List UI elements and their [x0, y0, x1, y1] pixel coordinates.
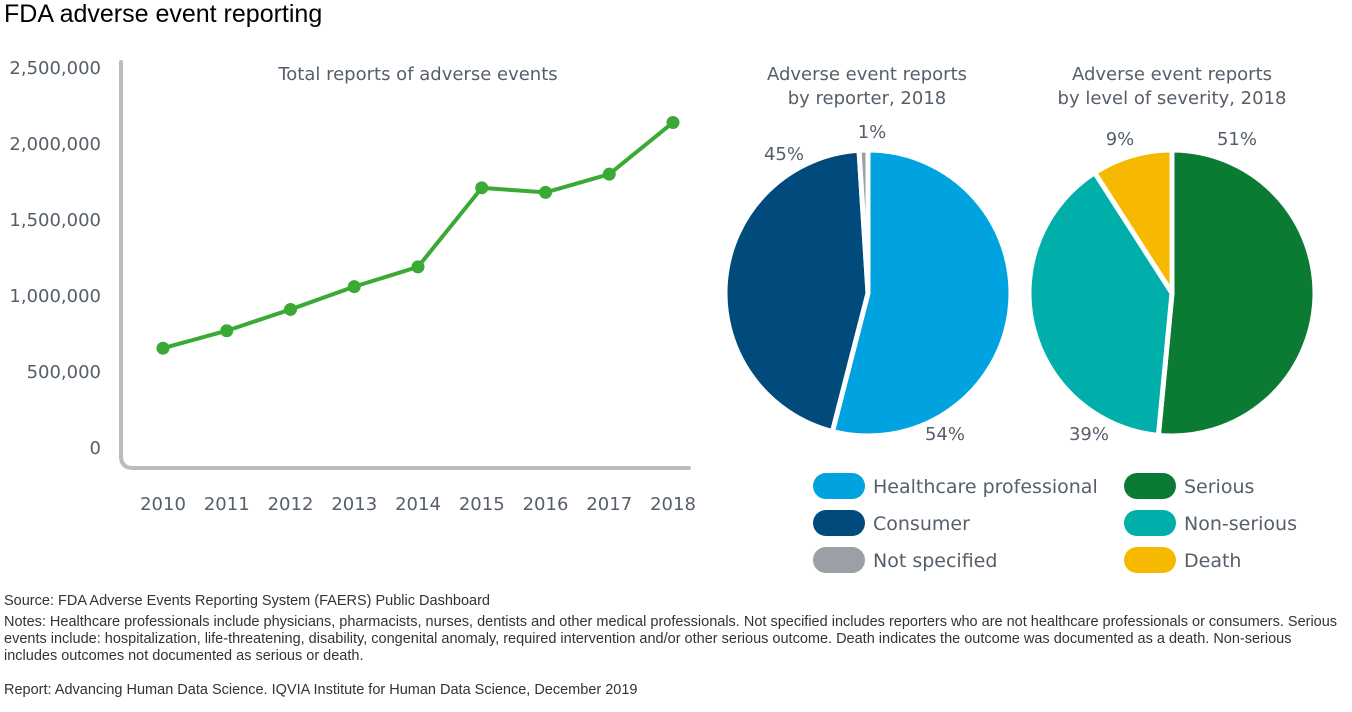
- x-tick-label: 2015: [459, 494, 505, 515]
- legend-swatch: [1124, 473, 1176, 499]
- data-point: [602, 167, 616, 181]
- severity-pie-title: Adverse event reports: [1072, 64, 1272, 85]
- legend-label: Non-serious: [1184, 513, 1297, 535]
- legend-label: Healthcare professional: [873, 476, 1098, 498]
- legend-swatch: [1124, 510, 1176, 536]
- data-point: [539, 185, 552, 199]
- legend-swatch: [813, 473, 865, 499]
- x-tick-label: 2013: [331, 494, 377, 515]
- data-point: [220, 324, 234, 338]
- data-point: [156, 341, 170, 355]
- severity-pie-slice-label: 51%: [1217, 129, 1257, 150]
- x-tick-label: 2017: [586, 494, 632, 515]
- x-tick-label: 2012: [268, 494, 314, 515]
- x-tick-label: 2018: [650, 494, 696, 515]
- reporter-pie-title: by reporter, 2018: [788, 88, 947, 109]
- x-tick-label: 2014: [395, 494, 441, 515]
- x-tick-label: 2011: [204, 494, 250, 515]
- reporter-pie-slice-label: 1%: [858, 122, 887, 143]
- legend-label: Serious: [1184, 476, 1254, 498]
- reporter-pie-slice: [722, 147, 871, 435]
- line-chart-title: Total reports of adverse events: [277, 64, 557, 85]
- y-tick-label: 2,500,000: [9, 58, 101, 79]
- data-point: [411, 260, 425, 274]
- y-tick-label: 1,000,000: [9, 286, 101, 307]
- y-tick-label: 2,000,000: [9, 134, 101, 155]
- x-tick-label: 2016: [523, 494, 569, 515]
- reporter-pie-slice: [856, 147, 871, 296]
- chart-area: 0 500,000 1,000,000 1,500,000 2,000,000 2,500…: [9, 58, 1318, 573]
- severity-pie-slice-label: 9%: [1106, 129, 1135, 150]
- reporter-pie-slice: [829, 147, 1014, 439]
- legend-label: Not specified: [873, 550, 997, 572]
- report-note: Report: Advancing Human Data Science. IQ…: [4, 682, 638, 698]
- data-point: [284, 302, 297, 316]
- data-point: [666, 115, 680, 129]
- data-point: [347, 280, 361, 294]
- severity-pie-slice: [1092, 147, 1175, 296]
- legend-label: Consumer: [873, 513, 970, 535]
- severity-pie-slice: [1155, 147, 1318, 439]
- y-tick-label: 1,500,000: [9, 210, 101, 231]
- y-tick-label: 0: [90, 438, 101, 459]
- x-tick-label: 2010: [140, 494, 186, 515]
- y-tick-label: 500,000: [27, 362, 101, 383]
- page-title: FDA adverse event reporting: [4, 0, 323, 28]
- reporter-pie-title: Adverse event reports: [767, 64, 967, 85]
- notes: Notes: Healthcare professionals include …: [4, 614, 1338, 664]
- reporter-pie-slice-label: 54%: [925, 424, 965, 445]
- severity-pie-title: by level of severity, 2018: [1058, 88, 1287, 109]
- reporter-pie-slice-label: 45%: [764, 144, 804, 165]
- chart-axis: [119, 60, 691, 470]
- severity-pie-slice-label: 39%: [1069, 424, 1109, 445]
- legend-swatch: [1124, 547, 1176, 573]
- series-line: [162, 120, 675, 351]
- data-point: [475, 181, 489, 195]
- source-note: Source: FDA Adverse Events Reporting Sys…: [4, 593, 490, 609]
- legend-label: Death: [1184, 550, 1241, 572]
- legend-swatch: [813, 547, 865, 573]
- legend-swatch: [813, 510, 865, 536]
